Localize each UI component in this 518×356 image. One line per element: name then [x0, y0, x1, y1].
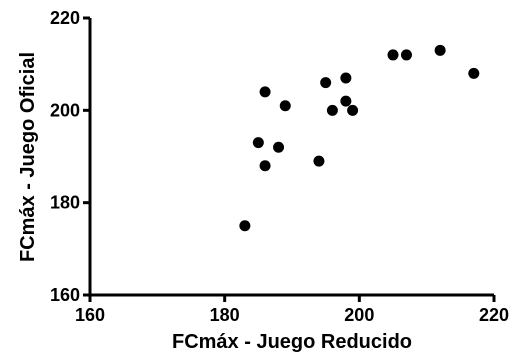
y-tick-label: 160 — [50, 285, 80, 305]
y-axis-title: FCmáx - Juego Oficial — [17, 52, 39, 262]
x-tick-label: 220 — [479, 305, 509, 325]
y-tick-label: 220 — [50, 8, 80, 28]
x-tick-label: 200 — [344, 305, 374, 325]
ticks: 160 180 200 220 160 180 200 220 — [50, 8, 509, 325]
x-tick-label: 160 — [75, 305, 105, 325]
data-point — [313, 155, 325, 167]
data-point — [347, 104, 359, 116]
data-point — [326, 104, 338, 116]
data-point — [340, 95, 352, 107]
data-point — [239, 220, 251, 232]
data-point — [468, 67, 480, 79]
data-point — [400, 49, 412, 61]
data-point — [252, 137, 264, 149]
data-point — [434, 44, 446, 56]
data-point — [279, 100, 291, 112]
y-tick-label: 180 — [50, 193, 80, 213]
data-point — [320, 77, 332, 89]
data-point — [259, 160, 271, 172]
axes — [88, 18, 494, 297]
x-tick-label: 180 — [210, 305, 240, 325]
y-tick-label: 200 — [50, 100, 80, 120]
x-axis-title: FCmáx - Juego Reducido — [172, 331, 412, 353]
data-point — [387, 49, 399, 61]
data-point — [273, 141, 285, 153]
data-point — [259, 86, 271, 98]
data-point — [340, 72, 352, 84]
data-points — [239, 44, 480, 232]
